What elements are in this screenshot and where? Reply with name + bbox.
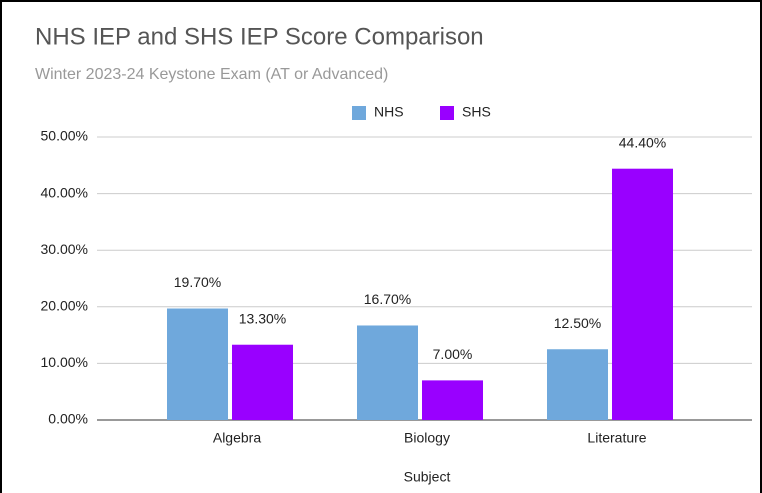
y-tick-label: 40.00% xyxy=(41,184,88,200)
x-tick-label: Algebra xyxy=(213,430,261,446)
bar xyxy=(612,168,673,420)
chart-subtitle: Winter 2023-24 Keystone Exam (AT or Adva… xyxy=(35,66,388,83)
legend-swatch xyxy=(440,106,454,120)
bar xyxy=(232,344,293,420)
value-label: 12.50% xyxy=(554,315,601,331)
x-tick-label: Biology xyxy=(404,430,450,446)
bar xyxy=(422,380,483,420)
value-label: 7.00% xyxy=(433,346,473,362)
bar xyxy=(357,325,418,420)
y-tick-label: 10.00% xyxy=(41,354,88,370)
x-tick-label: Literature xyxy=(587,430,646,446)
value-label: 19.70% xyxy=(174,274,221,290)
legend-swatch xyxy=(352,106,366,120)
y-tick-label: 50.00% xyxy=(41,128,88,144)
y-tick-label: 30.00% xyxy=(41,241,88,257)
chart-title: NHS IEP and SHS IEP Score Comparison xyxy=(35,23,484,50)
value-label: 44.40% xyxy=(619,134,666,150)
value-label: 16.70% xyxy=(364,291,411,307)
bar xyxy=(547,349,608,420)
legend-label: SHS xyxy=(462,104,491,120)
legend-label: NHS xyxy=(374,104,404,120)
value-label: 13.30% xyxy=(239,310,286,326)
y-tick-label: 0.00% xyxy=(48,411,88,427)
y-tick-label: 20.00% xyxy=(41,298,88,314)
bar xyxy=(167,308,228,420)
x-axis-title: Subject xyxy=(404,469,451,485)
